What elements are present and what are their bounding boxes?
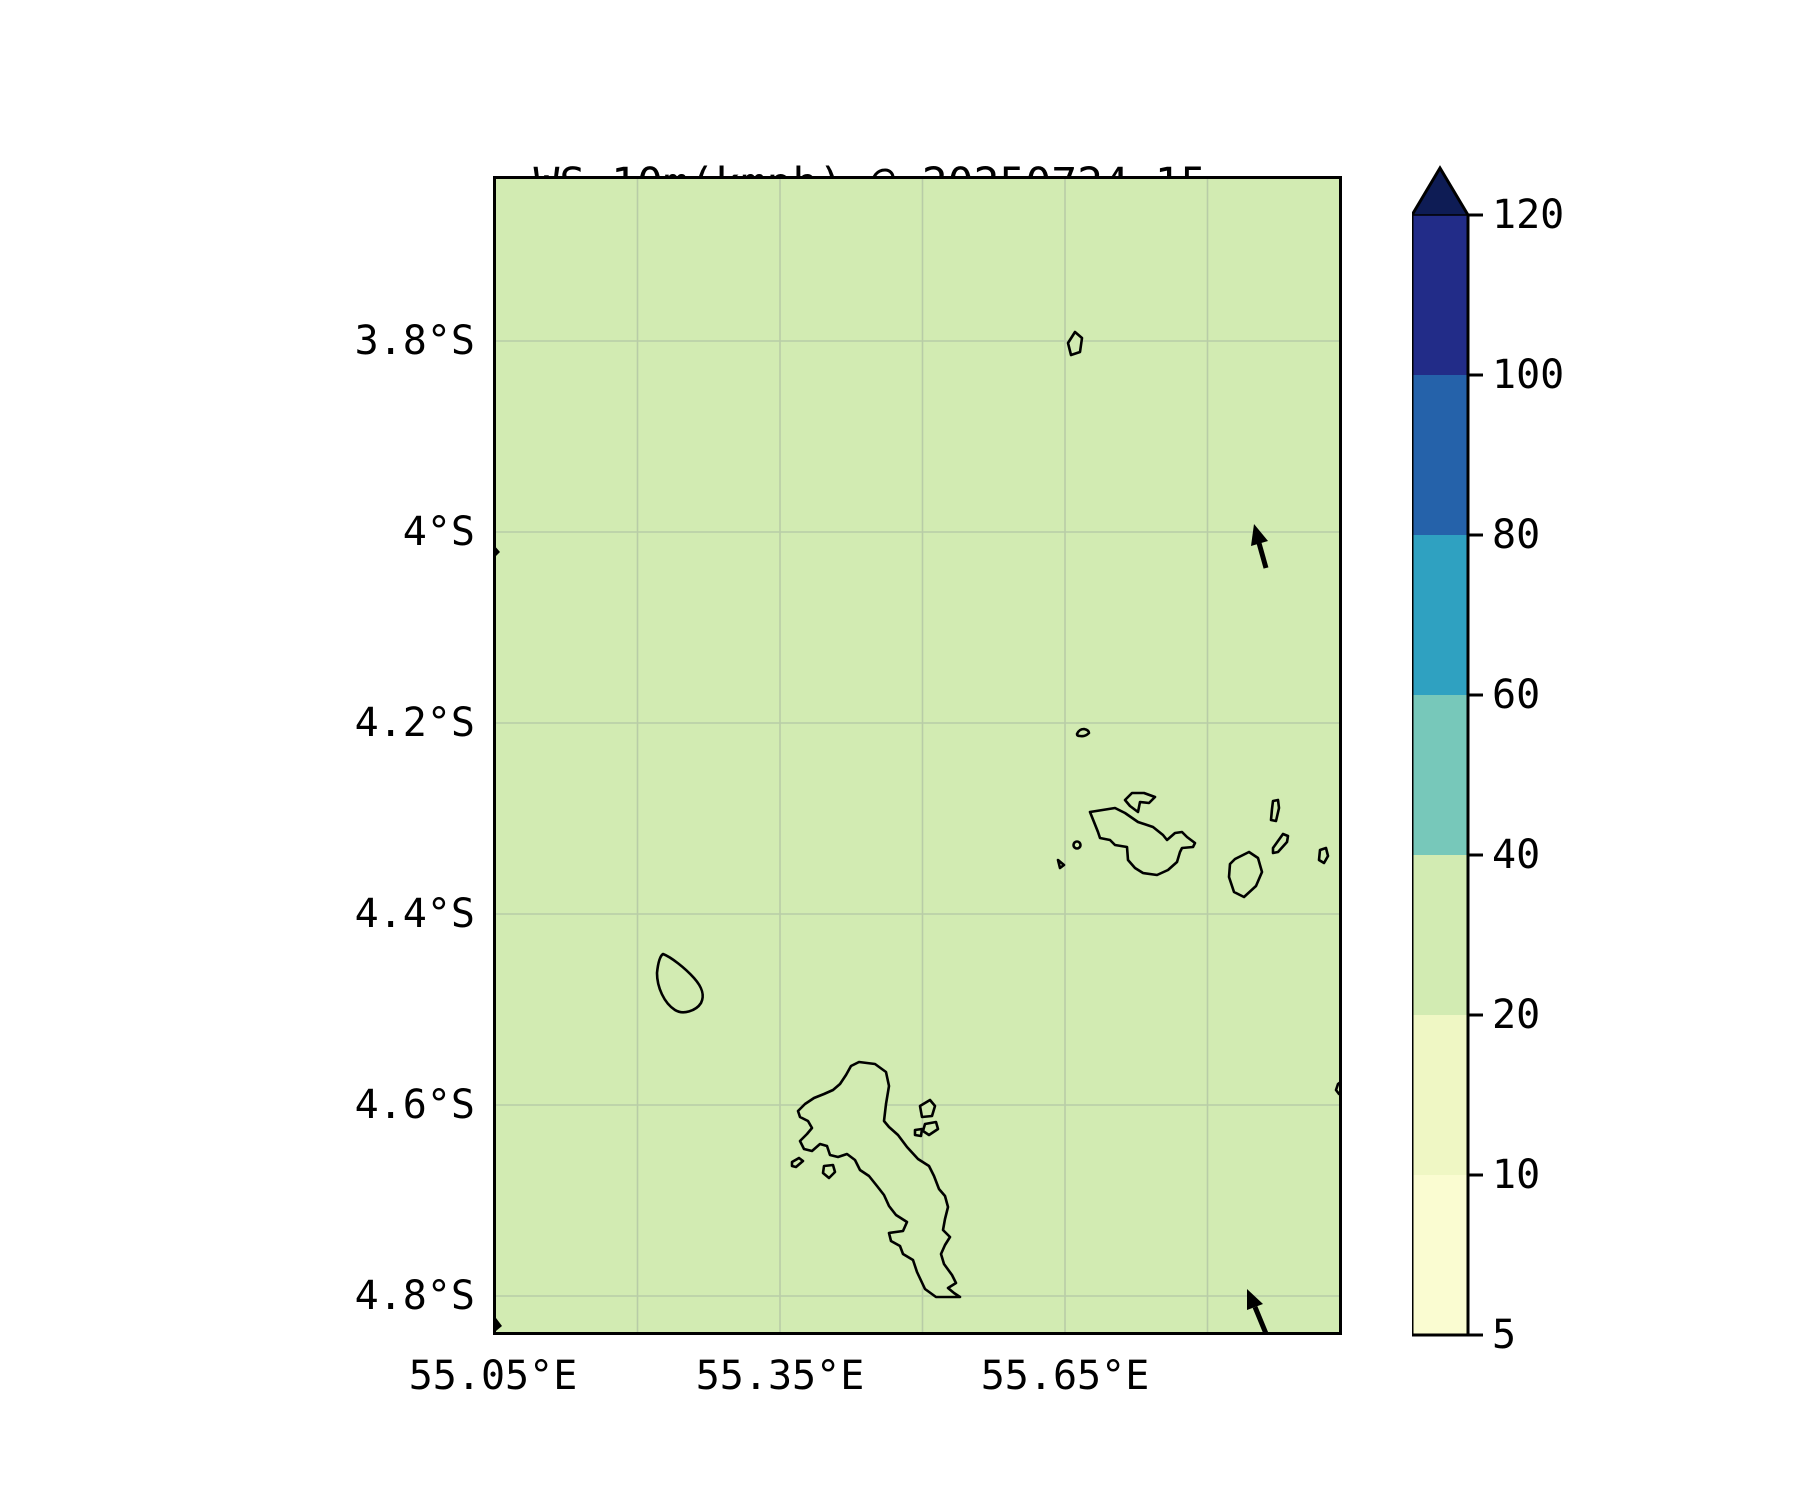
colorbar-seg-20-40 — [1412, 855, 1468, 1015]
y-tick-4.4S: 4.4°S — [354, 891, 475, 937]
colorbar-outline — [1410, 165, 1470, 1337]
island-teardrop-west — [655, 952, 705, 1014]
islet-east-sliver2 — [1271, 832, 1290, 855]
y-tick-4.6S: 4.6°S — [354, 1082, 475, 1128]
map-canvas — [493, 176, 1344, 1337]
x-tick-55.05E: 55.05°E — [408, 1353, 578, 1399]
wind-arrow — [1247, 1289, 1270, 1337]
map-border — [493, 176, 1342, 1335]
colorbar — [1410, 160, 1492, 1349]
wind-field-fill — [493, 176, 1342, 1335]
map-panel — [493, 176, 1344, 1337]
y-tick-4S: 4°S — [402, 509, 475, 555]
islet-mid-sliver — [1075, 727, 1091, 738]
islet-tiny-triangle — [1056, 858, 1066, 870]
x-tick-55.65E: 55.65°E — [980, 1353, 1150, 1399]
cb-tick-20: 20 — [1492, 992, 1541, 1038]
x-tick-55.35E: 55.35°E — [695, 1353, 865, 1399]
islet-ne-2 — [921, 1120, 940, 1137]
colorbar-seg-80-100 — [1412, 375, 1468, 535]
colorbar-ticks — [1468, 213, 1483, 1337]
wind-arrows — [493, 524, 1270, 1337]
island-praslin-like — [1088, 806, 1197, 877]
islet-east-sliver1 — [1269, 798, 1281, 823]
cb-tick-80: 80 — [1492, 512, 1541, 558]
islet-dot — [1072, 840, 1082, 850]
colorbar-over-arrow — [1412, 168, 1468, 215]
cb-tick-40: 40 — [1492, 832, 1541, 878]
islet-ne-1 — [918, 1098, 937, 1119]
colorbar-canvas — [1410, 165, 1483, 1337]
islet-w-1 — [790, 1156, 805, 1169]
cb-tick-60: 60 — [1492, 672, 1541, 718]
island-small-hook — [1123, 791, 1157, 814]
y-tick-4.2S: 4.2°S — [354, 700, 475, 746]
coastlines — [655, 330, 1344, 1299]
island-round-east — [1227, 850, 1264, 899]
colorbar-seg-40-60 — [1412, 695, 1468, 855]
islet-east-small — [1317, 846, 1330, 865]
y-tick-4.8S: 4.8°S — [354, 1273, 475, 1319]
colorbar-seg-5-10 — [1412, 1175, 1468, 1335]
islet-w-2 — [821, 1163, 837, 1180]
cb-tick-5: 5 — [1492, 1312, 1517, 1358]
island-north-small — [1066, 330, 1084, 357]
y-tick-3.8S: 3.8°S — [354, 318, 475, 364]
graticule — [493, 176, 1342, 1335]
colorbar-seg-10-20 — [1412, 1015, 1468, 1175]
cb-tick-10: 10 — [1492, 1152, 1541, 1198]
cb-tick-120: 120 — [1492, 192, 1565, 238]
cb-tick-100: 100 — [1492, 352, 1565, 398]
wind-arrow — [1251, 524, 1269, 569]
colorbar-seg-100-120 — [1412, 215, 1468, 375]
colorbar-seg-60-80 — [1412, 535, 1468, 695]
island-mahe-like — [796, 1060, 962, 1299]
islet-ne-3 — [913, 1127, 924, 1138]
